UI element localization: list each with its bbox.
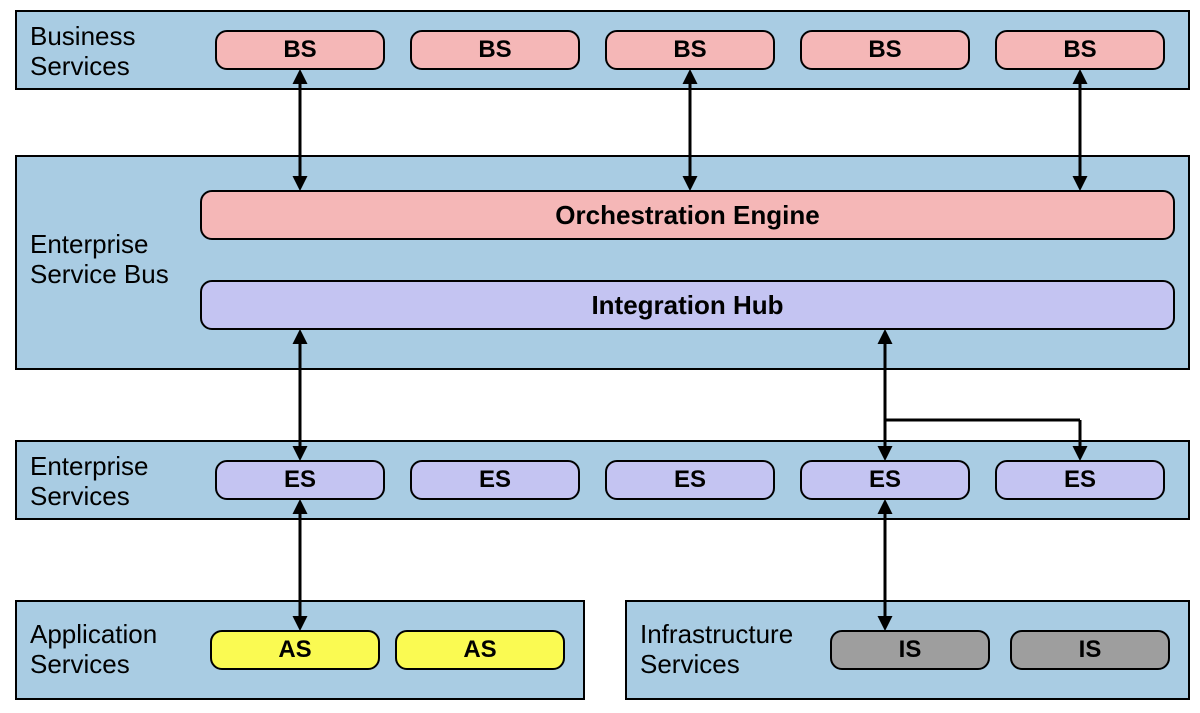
node-is-1: IS xyxy=(1010,630,1170,670)
node-bs-label-1: BS xyxy=(478,36,511,64)
node-esb-1: Integration Hub xyxy=(200,280,1175,330)
node-bs-1: BS xyxy=(410,30,580,70)
node-as-1: AS xyxy=(395,630,565,670)
node-as-0: AS xyxy=(210,630,380,670)
node-is-label-1: IS xyxy=(1079,636,1102,664)
node-is-0: IS xyxy=(830,630,990,670)
node-es-1: ES xyxy=(410,460,580,500)
layer-title-esb: Enterprise Service Bus xyxy=(30,230,169,290)
node-bs-4: BS xyxy=(995,30,1165,70)
node-bs-3: BS xyxy=(800,30,970,70)
node-bs-2: BS xyxy=(605,30,775,70)
node-es-2: ES xyxy=(605,460,775,500)
node-es-0: ES xyxy=(215,460,385,500)
node-esb-0: Orchestration Engine xyxy=(200,190,1175,240)
node-es-label-0: ES xyxy=(284,466,316,494)
node-bs-label-4: BS xyxy=(1063,36,1096,64)
node-es-label-1: ES xyxy=(479,466,511,494)
node-as-label-0: AS xyxy=(278,636,311,664)
node-esb-label-0: Orchestration Engine xyxy=(555,200,819,231)
node-esb-label-1: Integration Hub xyxy=(591,290,783,321)
layer-enterprise-service-bus xyxy=(15,155,1190,370)
node-bs-label-2: BS xyxy=(673,36,706,64)
node-es-3: ES xyxy=(800,460,970,500)
layer-title-infrastructure: Infrastructure Services xyxy=(640,620,793,680)
node-as-label-1: AS xyxy=(463,636,496,664)
diagram-canvas: Business Services Enterprise Service Bus… xyxy=(0,0,1200,713)
node-is-label-0: IS xyxy=(899,636,922,664)
node-es-4: ES xyxy=(995,460,1165,500)
node-bs-label-3: BS xyxy=(868,36,901,64)
node-bs-0: BS xyxy=(215,30,385,70)
layer-title-application: Application Services xyxy=(30,620,157,680)
node-es-label-3: ES xyxy=(869,466,901,494)
layer-title-business: Business Services xyxy=(30,22,136,82)
node-es-label-2: ES xyxy=(674,466,706,494)
node-bs-label-0: BS xyxy=(283,36,316,64)
node-es-label-4: ES xyxy=(1064,466,1096,494)
layer-title-enterprise: Enterprise Services xyxy=(30,452,149,512)
